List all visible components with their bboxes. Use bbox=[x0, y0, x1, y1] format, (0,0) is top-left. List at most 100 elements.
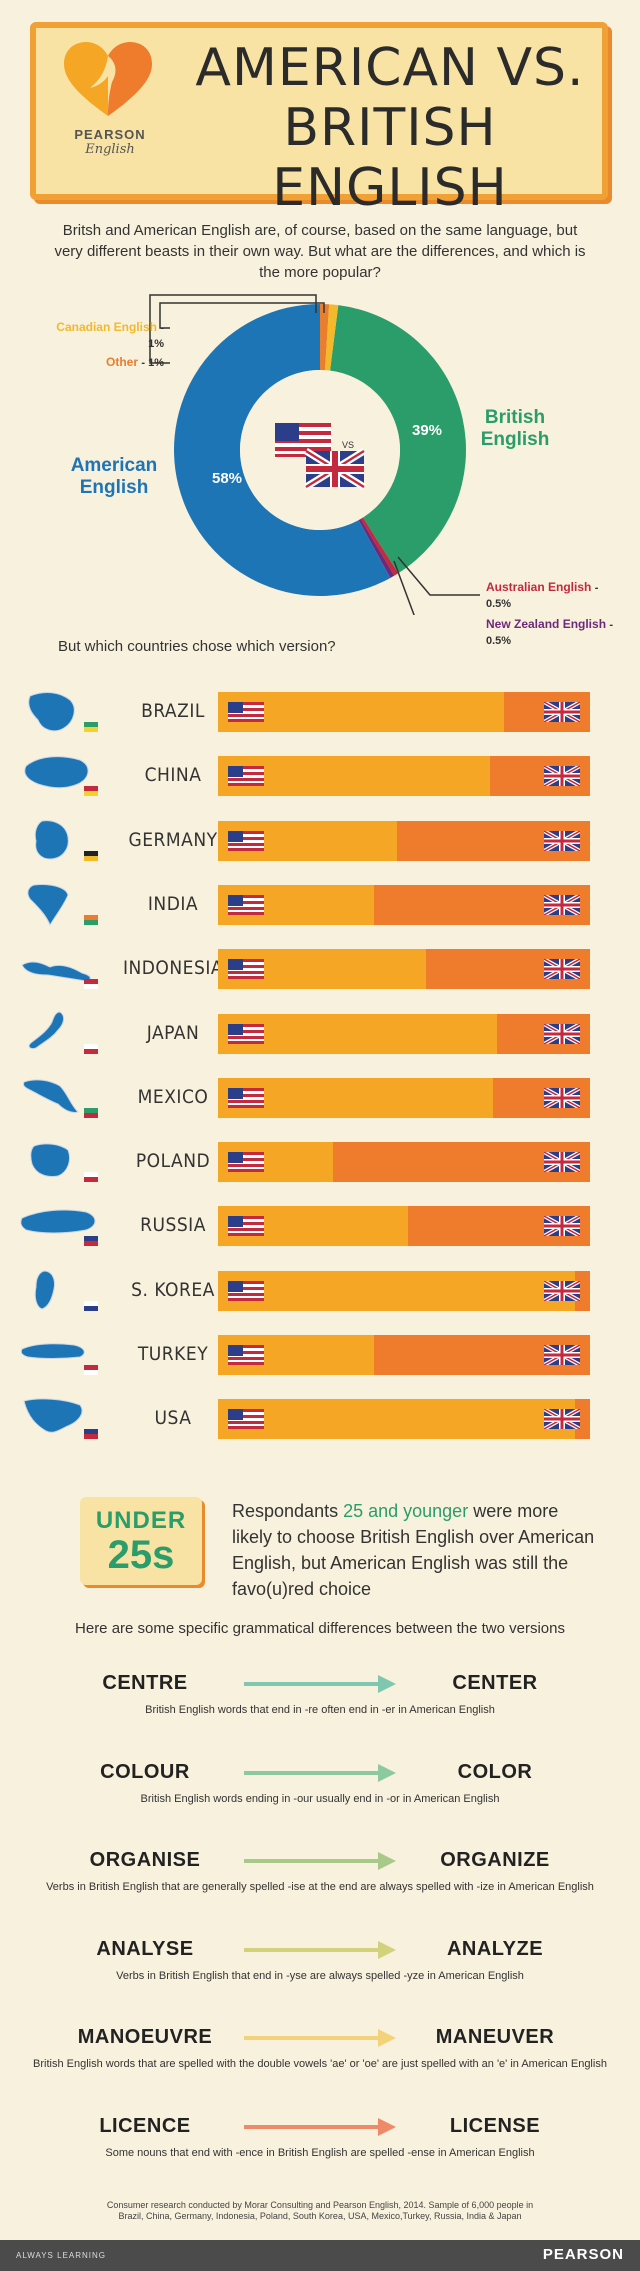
country-name: MEXICO bbox=[137, 1085, 209, 1108]
poland-map-icon bbox=[30, 1143, 98, 1183]
uk-flag-icon bbox=[544, 1409, 580, 1430]
slice-american bbox=[173, 304, 391, 596]
slice-australian bbox=[360, 517, 399, 576]
arrow-right-icon bbox=[244, 2029, 396, 2047]
uk-flag-icon bbox=[544, 830, 580, 851]
under25-text: Respondants 25 and younger were more lik… bbox=[232, 1498, 602, 1602]
us-flag-icon bbox=[228, 702, 264, 722]
label-newzealand-english: New Zealand English - 0.5% bbox=[486, 617, 616, 649]
country-bar bbox=[218, 1013, 590, 1054]
uk-flag-icon bbox=[544, 1345, 580, 1365]
donut-chart-section: VS 58% 39% American English British Engl… bbox=[0, 255, 640, 647]
arrow-right-icon bbox=[244, 1675, 396, 1693]
label-other: Other - 1% bbox=[54, 355, 164, 369]
uk-flag-icon bbox=[544, 766, 580, 787]
country-name: CHINA bbox=[144, 764, 202, 787]
under25-badge: UNDER 25s bbox=[80, 1497, 202, 1585]
country-name: INDIA bbox=[147, 892, 199, 915]
center-us-flag-icon bbox=[275, 423, 331, 457]
country-row-mexico: MEXICO bbox=[20, 1074, 620, 1122]
footer-brand: PEARSON bbox=[542, 2246, 624, 2263]
grammar-row-licence: LICENCE LICENSE Some nouns that end with… bbox=[40, 2115, 600, 2175]
label-australian-english: Australian English - 0.5% bbox=[486, 580, 616, 612]
uk-flag-icon bbox=[544, 1152, 580, 1173]
country-name: USA bbox=[154, 1407, 192, 1430]
label-american-english: American English bbox=[70, 455, 158, 498]
other-pct: - 1% bbox=[141, 357, 164, 369]
uk-flag-icon bbox=[544, 1087, 580, 1108]
newzealand-name: New Zealand English bbox=[486, 617, 607, 631]
us-flag-icon bbox=[228, 1087, 264, 1108]
country-row-india: INDIA bbox=[20, 881, 620, 929]
leader-line-australian bbox=[397, 556, 480, 596]
slice-british bbox=[330, 305, 466, 574]
grammar-description: British English words that are spelled w… bbox=[33, 2058, 607, 2070]
country-bar bbox=[218, 1399, 590, 1440]
american-spelling: ORGANIZE bbox=[440, 1849, 550, 1871]
country-bar bbox=[218, 1270, 590, 1311]
china-map-icon bbox=[24, 756, 98, 797]
us-flag-icon bbox=[228, 1280, 264, 1301]
footer-bar: ALWAYS LEARNING PEARSON bbox=[0, 2240, 640, 2271]
us-flag-icon bbox=[228, 1345, 264, 1365]
american-spelling: MANEUVER bbox=[435, 2026, 555, 2048]
center-uk-flag-icon bbox=[304, 448, 366, 490]
country-row-russia: RUSSIA bbox=[20, 1202, 620, 1250]
arrow-right-icon bbox=[244, 2117, 396, 2136]
us-flag-icon bbox=[228, 1023, 264, 1044]
leader-line-newzealand bbox=[393, 560, 415, 615]
intro-text: Britsh and American English are, of cour… bbox=[54, 222, 586, 281]
under25-top: UNDER bbox=[95, 1507, 187, 1534]
us-flag-icon bbox=[228, 766, 264, 787]
country-name: S. KOREA bbox=[131, 1278, 215, 1301]
title-line-2: BRITISH ENGLISH bbox=[272, 98, 508, 218]
slice-canadian bbox=[325, 304, 339, 371]
slice-other bbox=[320, 304, 330, 371]
country-row-turkey: TURKEY bbox=[20, 1331, 620, 1379]
other-name: Other bbox=[106, 355, 139, 369]
country-row-japan: JAPAN bbox=[20, 1010, 620, 1058]
british-spelling: LICENCE bbox=[99, 2114, 191, 2137]
grammar-description: British English words ending in -our usu… bbox=[140, 1792, 500, 1805]
american-pct-label: 58% bbox=[212, 470, 242, 487]
arrow-right-icon bbox=[244, 1940, 396, 1959]
country-bar bbox=[218, 1077, 590, 1118]
country-row-brazil: BRAZIL bbox=[20, 688, 620, 736]
countries-heading: But which countries chose which version? bbox=[58, 638, 336, 655]
uk-flag-icon bbox=[544, 894, 580, 915]
australian-pct: - 0.5% bbox=[486, 582, 599, 610]
country-name: POLAND bbox=[135, 1150, 211, 1173]
country-row-china: CHINA bbox=[20, 752, 620, 800]
american-share-bar bbox=[218, 692, 505, 732]
country-bar bbox=[218, 1335, 590, 1375]
logo-sub: English bbox=[85, 142, 135, 157]
newzealand-pct: - 0.5% bbox=[486, 619, 614, 647]
american-spelling: CENTER bbox=[452, 1672, 538, 1694]
grammar-row-analyse: ANALYSE ANALYZE Verbs in British English… bbox=[40, 1938, 600, 1998]
country-row-s-korea: S. KOREA bbox=[20, 1267, 620, 1315]
country-bar bbox=[218, 820, 590, 861]
country-name: INDONESIA bbox=[122, 957, 224, 980]
grammar-intro: Here are some specific grammatical diffe… bbox=[75, 1620, 565, 1637]
uk-flag-icon bbox=[544, 1023, 580, 1044]
page-title: AMERICAN VS. BRITISH ENGLISH bbox=[190, 38, 590, 218]
under25-text-before: Respondants bbox=[232, 1501, 344, 1521]
country-row-indonesia: INDONESIA bbox=[20, 945, 620, 993]
arrow-right-icon bbox=[244, 1763, 396, 1782]
us-flag-icon bbox=[228, 1216, 264, 1237]
american-share-bar bbox=[218, 1013, 497, 1054]
title-line-1: AMERICAN VS. bbox=[195, 38, 585, 98]
footer-note: Consumer research conducted by Morar Con… bbox=[106, 2200, 534, 2221]
american-share-bar bbox=[218, 1399, 576, 1440]
grammar-description: Verbs in British English that end in -ys… bbox=[116, 1969, 524, 1982]
pearson-logo: PEARSON English bbox=[60, 40, 160, 157]
usa-map-icon bbox=[23, 1398, 98, 1440]
canadian-name: Canadian English bbox=[56, 320, 157, 334]
country-name: JAPAN bbox=[146, 1021, 200, 1044]
country-name: BRAZIL bbox=[141, 700, 205, 722]
british-spelling: COLOUR bbox=[100, 1760, 190, 1783]
under25-big: 25s bbox=[107, 1533, 175, 1577]
us-flag-icon bbox=[228, 830, 264, 851]
american-share-bar bbox=[218, 1270, 576, 1311]
uk-flag-icon bbox=[544, 959, 580, 980]
